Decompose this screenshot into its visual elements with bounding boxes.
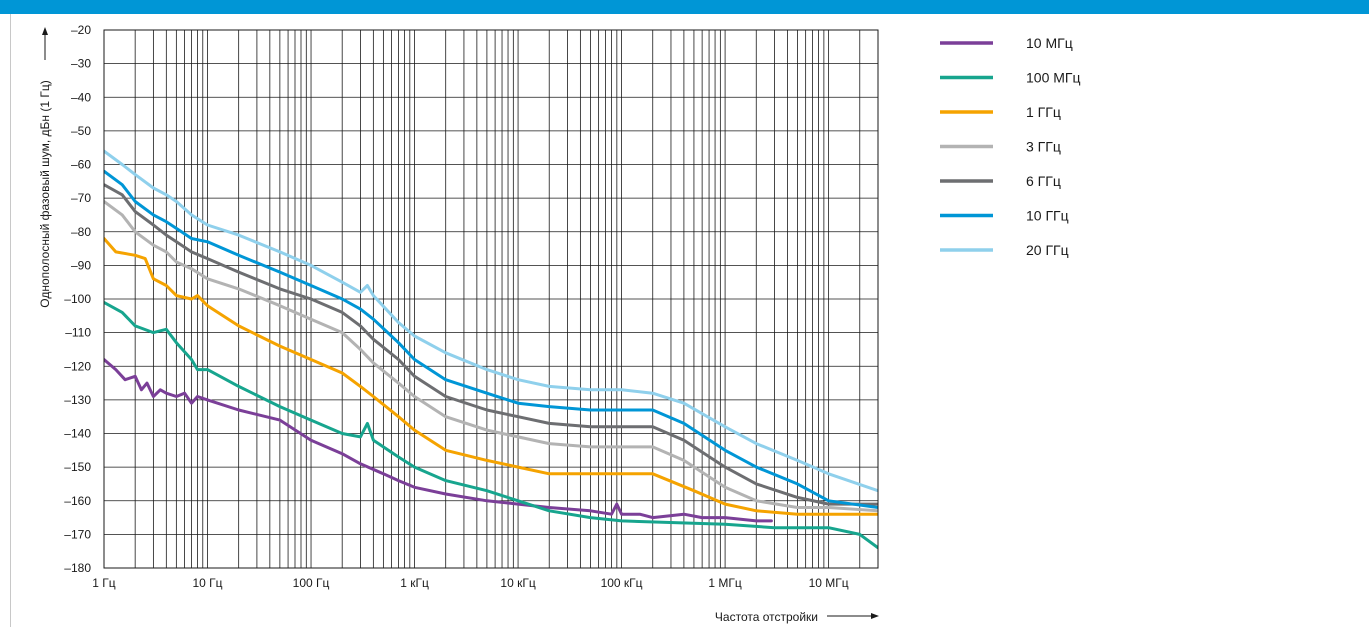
y-tick-label: –70	[71, 191, 91, 205]
x-tick-label: 1 Гц	[92, 576, 116, 590]
x-tick-label: 100 кГц	[601, 576, 643, 590]
x-tick-label: 1 МГц	[708, 576, 742, 590]
y-tick-label: –30	[71, 57, 91, 71]
y-tick-label: –80	[71, 225, 91, 239]
page-left-rule	[10, 14, 11, 627]
legend-label: 3 ГГц	[1026, 139, 1061, 155]
y-tick-label: –150	[64, 460, 91, 474]
y-tick-label: –130	[64, 393, 91, 407]
legend-label: 1 ГГц	[1026, 104, 1061, 120]
y-tick-label: –50	[71, 124, 91, 138]
legend-label: 6 ГГц	[1026, 173, 1061, 189]
series-line-3	[104, 237, 878, 516]
x-tick-label: 10 кГц	[500, 576, 535, 590]
legend-label: 20 ГГц	[1026, 242, 1069, 258]
x-tick-label: 10 МГц	[809, 576, 849, 590]
header-bar	[0, 0, 1369, 14]
y-tick-label: –120	[64, 359, 91, 373]
series-line-7	[104, 149, 878, 493]
y-tick-label: –60	[71, 158, 91, 172]
series-line-2	[104, 300, 878, 550]
series-group	[104, 149, 878, 550]
x-axis-title: Частота отстройки	[715, 610, 818, 624]
y-axis-title: Однополосный фазовый шум, дБн (1 Гц)	[38, 80, 52, 308]
y-tick-label: –140	[64, 427, 91, 441]
series-line-4	[104, 200, 878, 513]
y-tick-label: –170	[64, 527, 91, 541]
y-tick-label: –20	[71, 23, 91, 37]
y-axis-arrow-head	[42, 27, 48, 35]
y-tick-label: –160	[64, 494, 91, 508]
series-line-5	[104, 183, 878, 506]
y-tick-label: –90	[71, 258, 91, 272]
x-axis-arrow-head	[871, 613, 879, 619]
y-tick-labels: –20 –30 –40 –50 –60 –70 –80 –90 –100 –110 –120 –130…	[64, 23, 91, 575]
y-tick-label: –40	[71, 90, 91, 104]
legend-label: 10 МГц	[1026, 35, 1073, 51]
legend: 10 МГц 100 МГц 1 ГГц 3 ГГц 6 ГГц 10 ГГц 20 ГГц	[940, 35, 1081, 258]
plot-frame	[103, 29, 879, 569]
grid	[104, 29, 878, 569]
series-line-1	[104, 358, 773, 523]
legend-label: 100 МГц	[1026, 70, 1081, 86]
y-tick-label: –180	[64, 561, 91, 575]
x-tick-label: 1 кГц	[400, 576, 429, 590]
y-tick-label: –100	[64, 292, 91, 306]
y-tick-label: –110	[65, 326, 91, 340]
x-tick-label: 10 Гц	[192, 576, 222, 590]
x-tick-labels: 1 Гц 10 Гц 100 Гц 1 кГц 10 кГц 100 кГц 1 МГц 10…	[92, 576, 848, 590]
x-tick-label: 100 Гц	[293, 576, 330, 590]
legend-label: 10 ГГц	[1026, 208, 1069, 224]
series-line-6	[104, 169, 878, 509]
